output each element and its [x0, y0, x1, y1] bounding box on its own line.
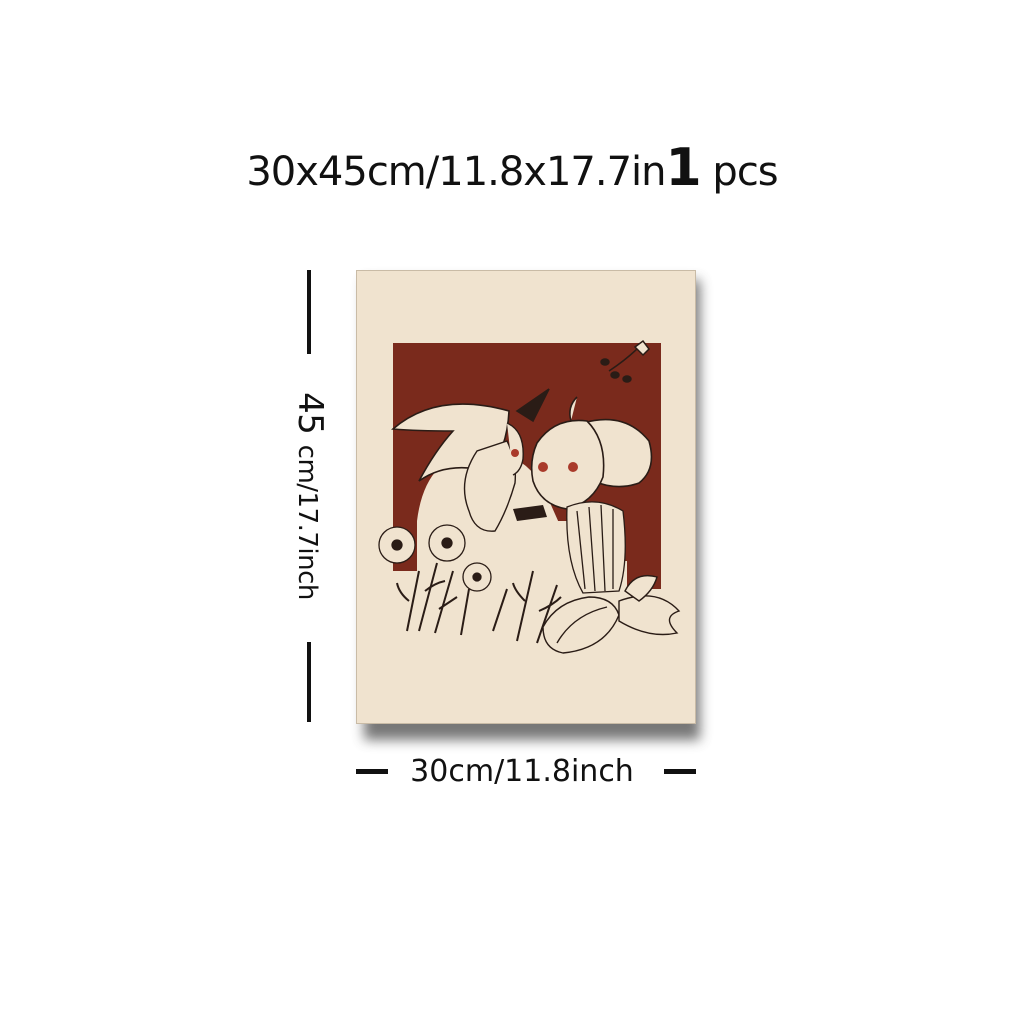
width-marker-left [356, 769, 388, 774]
gourd [542, 596, 620, 654]
quantity-number: 1 [665, 138, 702, 198]
width-marker-right [664, 769, 696, 774]
height-marker-bottom [307, 642, 311, 722]
pumpkin-head [530, 396, 653, 510]
witch-face [506, 422, 524, 476]
quantity-unit: pcs [712, 149, 778, 195]
canvas-print [356, 270, 696, 724]
product-size-headline: 30x45cm/11.8x17.7in1 pcs [0, 138, 1024, 198]
witch-arm [513, 505, 547, 521]
daisy-flowers [378, 524, 492, 592]
height-value: 45 [290, 392, 330, 435]
artwork-illustration [378, 339, 681, 654]
oak-leaves [618, 574, 681, 636]
height-marker-top [307, 270, 311, 354]
foliage [396, 562, 562, 644]
size-text: 30x45cm/11.8x17.7in [246, 149, 666, 195]
height-label: 45 cm/17.7inch [290, 392, 330, 600]
height-unit: cm/17.7inch [292, 444, 322, 600]
acorn-sprig [600, 339, 650, 383]
width-label: 30cm/11.8inch [410, 754, 634, 789]
pumpkin-body [566, 501, 626, 594]
